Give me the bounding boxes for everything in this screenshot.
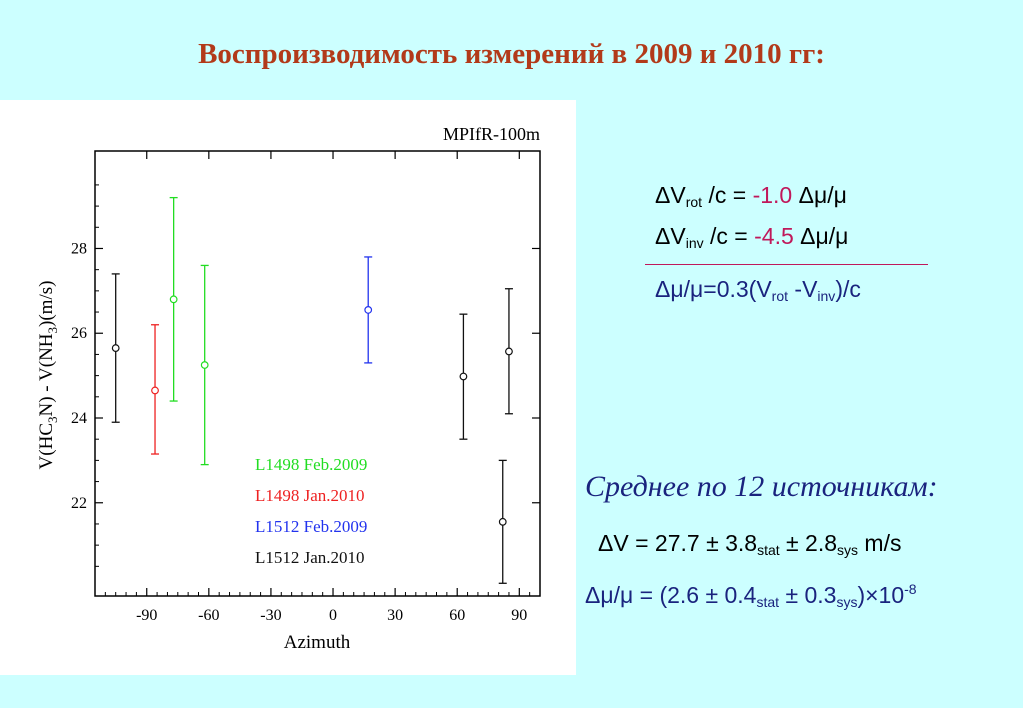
x-tick-label: -60 — [198, 607, 219, 624]
relation-inv-sub: inv — [817, 288, 836, 304]
x-tick-label: 90 — [511, 607, 527, 624]
x-tick-label: 60 — [449, 607, 465, 624]
relation-equation: Δμ/μ=0.3(Vrot -Vinv)/c — [655, 276, 861, 303]
data-point — [498, 517, 507, 526]
x-tick-label: 30 — [387, 607, 403, 624]
inv-over-c: /c = — [703, 223, 755, 249]
equation-divider — [645, 264, 928, 265]
mu-mid: ± 0.3 — [779, 582, 837, 608]
chart-annotation: MPIfR-100m — [443, 124, 540, 144]
x-tick-label: -30 — [260, 607, 281, 624]
rot-sub: rot — [685, 194, 703, 210]
data-point — [111, 344, 120, 352]
inv-value: -4.5 — [754, 223, 794, 249]
rot-dmu: Δμ/μ — [792, 182, 847, 208]
dv-sys-sub: sys — [837, 542, 859, 558]
data-point — [364, 306, 373, 314]
chart-panel: MPIfR-100m -90 -60 -30 0 30 60 90 22 24 26 28 L149… — [0, 100, 576, 675]
y-tick-label: 24 — [71, 410, 87, 427]
dv-mid: ± 2.8 — [779, 530, 838, 556]
dv-stat-sub: stat — [757, 542, 780, 558]
x-tick-label: -90 — [136, 607, 157, 624]
inv-dmu: Δμ/μ — [793, 223, 849, 249]
mu-stat-sub: stat — [756, 594, 780, 610]
data-point — [200, 361, 209, 369]
dv-summary: ΔV = 27.7 ± 3.8stat ± 2.8sys m/s — [598, 530, 901, 557]
rot-over-c: /c = — [702, 182, 753, 208]
y-tick-label: 26 — [71, 325, 87, 342]
y-axis-label: V(HC3N) - V(NH3)(m/s) — [36, 281, 60, 470]
dv-unit: m/s — [858, 530, 902, 556]
error-bar-chart: MPIfR-100m -90 -60 -30 0 30 60 90 22 24 26 28 L149… — [36, 124, 541, 653]
relation-rot-sub: rot — [771, 288, 789, 304]
legend-entry: L1512 Feb.2009 — [255, 517, 367, 536]
slide-title: Воспроизводимость измерений в 2009 и 201… — [198, 38, 825, 70]
y-tick-label: 22 — [71, 495, 87, 512]
relation-end: )/c — [835, 276, 861, 302]
mu-main: Δμ/μ = (2.6 ± 0.4 — [585, 582, 757, 608]
inv-sub: inv — [685, 235, 704, 251]
mu-summary: Δμ/μ = (2.6 ± 0.4stat ± 0.3sys)×10-8 — [585, 582, 917, 609]
rot-value: -1.0 — [752, 182, 793, 208]
relation-lhs: Δμ/μ=0.3(V — [655, 276, 772, 302]
rot-equation: ΔVrot /c = -1.0 Δμ/μ — [655, 182, 847, 209]
inv-equation: ΔVinv /c = -4.5 Δμ/μ — [655, 223, 848, 250]
mu-end: )×10 — [857, 582, 905, 608]
data-point — [459, 372, 468, 381]
mu-sys-sub: sys — [836, 594, 858, 610]
legend-entry: L1498 Feb.2009 — [255, 455, 367, 474]
mu-exp: -8 — [904, 581, 917, 597]
rot-dv: ΔV — [655, 182, 686, 208]
legend-entry: L1512 Jan.2010 — [255, 548, 365, 567]
x-tick-label: 0 — [329, 607, 337, 624]
inv-dv: ΔV — [655, 223, 686, 249]
plot-frame — [94, 150, 541, 597]
dv-main: ΔV = 27.7 ± 3.8 — [598, 530, 758, 556]
data-point — [151, 386, 159, 395]
data-point — [169, 295, 178, 304]
x-axis-label: Azimuth — [284, 632, 351, 653]
y-tick-label: 28 — [71, 240, 87, 257]
data-point — [505, 347, 513, 356]
legend-entry: L1498 Jan.2010 — [255, 486, 365, 505]
relation-mid: -V — [788, 276, 818, 302]
summary-heading: Среднее по 12 источникам: — [585, 470, 938, 503]
